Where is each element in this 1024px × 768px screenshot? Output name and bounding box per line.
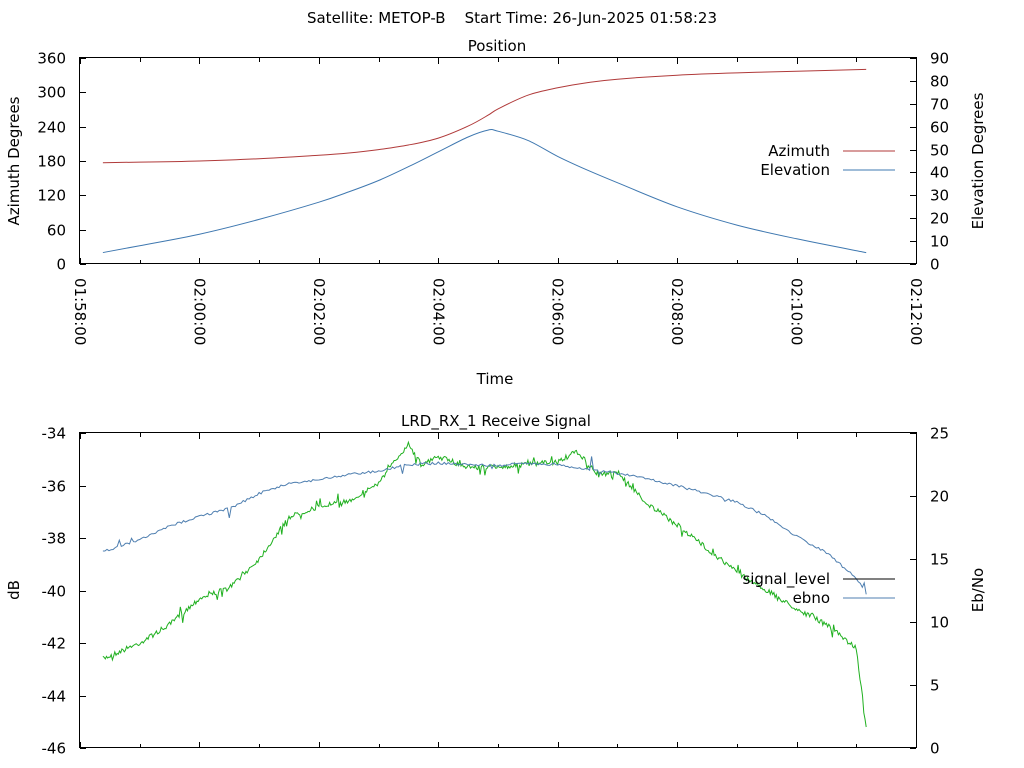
- signal-series: [102, 440, 867, 728]
- y2-tick-label: 0: [930, 740, 940, 758]
- position-legend: Azimuth Elevation: [760, 142, 895, 179]
- y2-tick-label: 50: [930, 142, 949, 160]
- position-x-tick-labels: 01:58:00 02:00:00 02:02:00 02:04:00 02:06:00…: [71, 278, 925, 345]
- position-xlabel: Time: [476, 370, 514, 388]
- x-tick-label: 02:04:00: [429, 278, 447, 345]
- y2-tick-label: 60: [930, 119, 949, 137]
- azimuth-line: [102, 68, 867, 164]
- y2-tick-label: 90: [930, 50, 949, 68]
- signal-ylabel: dB: [5, 580, 23, 600]
- y2-tick-label: 20: [930, 488, 949, 506]
- position-y2-tick-labels: 0 10 20 30 40 50 60 70 80 90: [930, 50, 949, 274]
- legend-label-azimuth: Azimuth: [768, 142, 830, 160]
- y2-tick-label: 5: [930, 677, 940, 695]
- y-tick-label: -34: [42, 425, 67, 443]
- legend-label-signal-level: signal_level: [742, 570, 830, 589]
- signal-plot-frame: [79, 432, 917, 748]
- x-tick-label: 02:00:00: [190, 278, 208, 345]
- ebno-line: [102, 456, 867, 595]
- figure-suptitle: Satellite: METOP-B Start Time: 26-Jun-20…: [307, 9, 717, 27]
- x-tick-label: 02:06:00: [549, 278, 567, 345]
- y-tick-label: 300: [37, 84, 66, 102]
- y-tick-label: -44: [42, 688, 67, 706]
- position-title: Position: [468, 37, 526, 55]
- x-tick-label: 02:12:00: [907, 278, 925, 345]
- signal-level-line: [102, 440, 867, 728]
- y-tick-label: 120: [37, 187, 66, 205]
- legend-label-elevation: Elevation: [760, 161, 830, 179]
- y2-tick-label: 25: [930, 425, 949, 443]
- x-tick-label: 02:10:00: [788, 278, 806, 345]
- y-tick-label: 60: [47, 222, 66, 240]
- y2-tick-label: 80: [930, 73, 949, 91]
- y2-tick-label: 10: [930, 614, 949, 632]
- elevation-line: [102, 129, 867, 254]
- y2-tick-label: 20: [930, 210, 949, 228]
- signal-y-tick-labels: -46 -44 -42 -40 -38 -36 -34: [42, 425, 67, 758]
- y2-tick-label: 30: [930, 187, 949, 205]
- signal-y2-tick-labels: 0 5 10 15 20 25: [930, 425, 949, 758]
- position-panel: Position 0 60 120 180 240 300 360 0 10 20 30 40 50 6…: [5, 37, 987, 388]
- y-tick-label: -46: [42, 740, 67, 758]
- y2-tick-label: 10: [930, 233, 949, 251]
- y-tick-label: 240: [37, 119, 66, 137]
- y-tick-label: -36: [42, 478, 67, 496]
- y2-tick-label: 70: [930, 96, 949, 114]
- signal-y2label: Eb/No: [969, 568, 987, 612]
- position-series: [102, 68, 867, 254]
- y-tick-label: 0: [56, 256, 66, 274]
- y2-tick-label: 15: [930, 551, 949, 569]
- x-tick-label: 01:58:00: [71, 278, 89, 345]
- y-tick-label: -38: [42, 530, 67, 548]
- y-tick-label: -42: [42, 635, 67, 653]
- x-tick-label: 02:02:00: [310, 278, 328, 345]
- y-tick-label: -40: [42, 583, 67, 601]
- position-y-tick-labels: 0 60 120 180 240 300 360: [37, 50, 66, 274]
- x-tick-label: 02:08:00: [668, 278, 686, 345]
- y-tick-label: 360: [37, 50, 66, 68]
- y2-tick-label: 0: [930, 256, 940, 274]
- position-y2label: Elevation Degrees: [969, 92, 987, 229]
- position-ticks: [80, 58, 917, 265]
- y2-tick-label: 40: [930, 164, 949, 182]
- signal-legend: signal_level ebno: [742, 570, 895, 607]
- signal-ticks: [80, 433, 917, 749]
- legend-label-ebno: ebno: [793, 589, 830, 607]
- signal-title: LRD_RX_1 Receive Signal: [401, 412, 591, 431]
- position-ylabel: Azimuth Degrees: [5, 96, 23, 225]
- y-tick-label: 180: [37, 153, 66, 171]
- signal-panel: LRD_RX_1 Receive Signal -46-44-42-40-38-…: [5, 412, 987, 758]
